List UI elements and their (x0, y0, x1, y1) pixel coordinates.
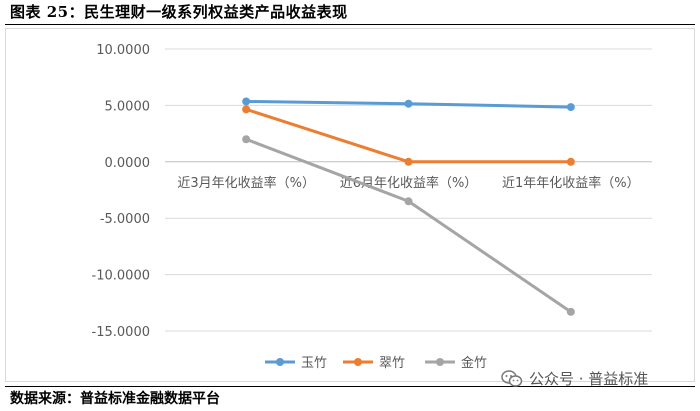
data-point (566, 307, 575, 316)
x-category-label: 近1年年化收益率（%） (502, 175, 640, 191)
legend-label: 玉竹 (301, 356, 327, 371)
watermark-text: 公众号 · 普益标准 (529, 370, 649, 388)
data-point (404, 197, 413, 206)
legend-label: 金竹 (461, 355, 487, 371)
y-tick-label: 5.0000 (105, 99, 151, 114)
top-divider (5, 24, 695, 25)
chart-frame (5, 28, 695, 382)
series-line (244, 107, 573, 164)
bottom-divider (5, 386, 695, 387)
x-category-label: 近3月年化收益率（%） (177, 175, 315, 191)
data-point (566, 103, 575, 112)
y-tick-label: -15.0000 (92, 325, 150, 340)
chart-title: 图表 25：民生理财一级系列权益类产品收益表现 (10, 3, 348, 21)
legend-swatch-marker (436, 358, 444, 366)
data-point (242, 105, 251, 114)
y-tick-label: 0.0000 (105, 156, 151, 171)
y-tick-label: 10.0000 (96, 43, 150, 58)
data-source-note: 数据来源：普益标准金融数据平台 (10, 391, 220, 407)
data-point (566, 157, 575, 166)
watermark: 公众号 · 普益标准 (501, 368, 648, 389)
x-axis-labels: 近3月年化收益率（%） 近6月年化收益率（%） 近1年年化收益率（%） (177, 175, 639, 191)
legend-swatch-marker (354, 358, 362, 366)
data-point (404, 157, 413, 166)
legend-swatch-marker (276, 358, 284, 366)
wechat-icon (501, 369, 523, 387)
y-axis-ticks: 10.0000 5.0000 0.0000 -5.0000 -10.0000 -15.00… (92, 43, 150, 340)
data-point (404, 99, 413, 108)
legend-label: 翠竹 (379, 356, 405, 371)
y-tick-label: -5.0000 (100, 212, 150, 227)
data-point (242, 97, 251, 106)
line-chart: 10.0000 5.0000 0.0000 -5.0000 -10.0000 -15.00… (92, 43, 652, 371)
series-lines (242, 97, 575, 316)
y-tick-label: -10.0000 (92, 269, 150, 284)
data-point (242, 135, 251, 144)
legend: 玉竹 翠竹 金竹 (265, 355, 487, 371)
